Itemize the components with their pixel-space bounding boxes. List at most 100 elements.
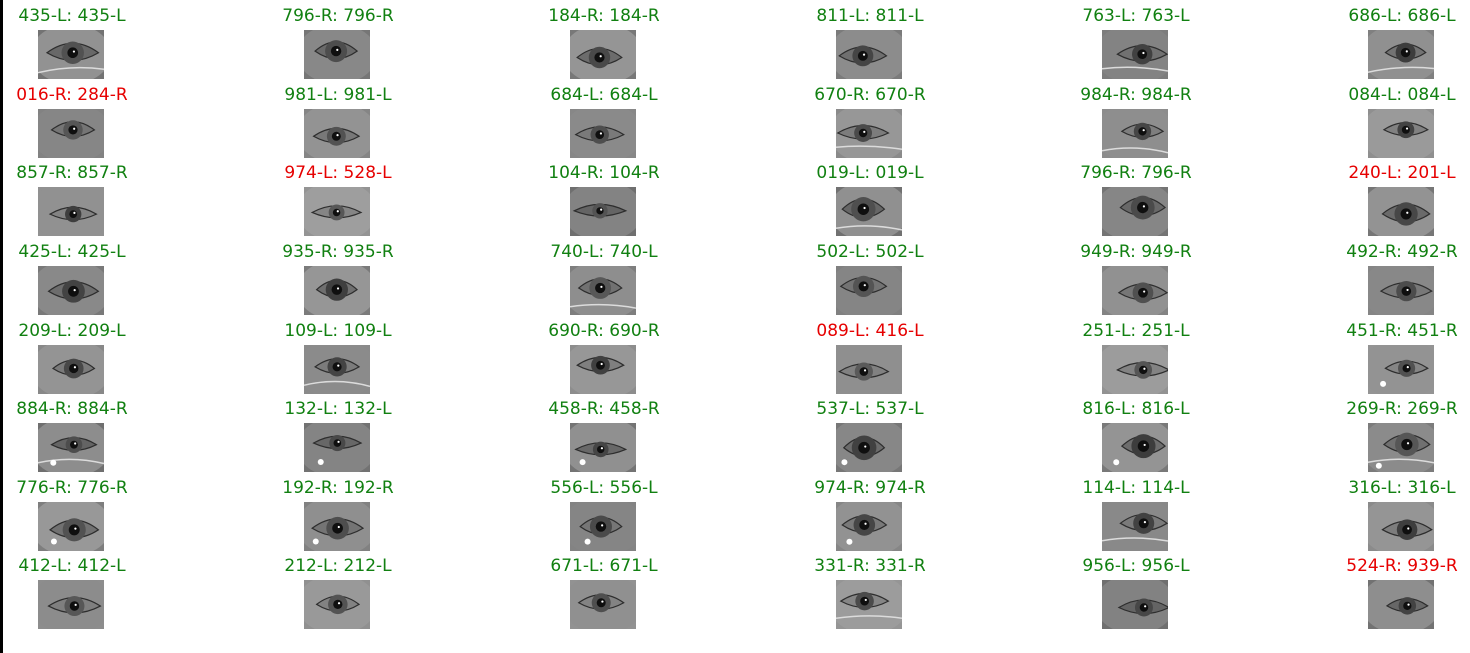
prediction-label: 556-L: 556-L (550, 478, 658, 498)
prediction-label: 811-L: 811-L (816, 6, 924, 26)
prediction-label: 671-L: 671-L (550, 556, 658, 576)
prediction-label: 935-R: 935-R (282, 242, 394, 262)
grid-cell: 690-R: 690-R (484, 315, 724, 394)
eye-image (1368, 187, 1434, 236)
eye-image (38, 345, 104, 394)
grid-cell: 240-L: 201-L (1282, 157, 1470, 236)
eye-image (1368, 109, 1434, 158)
prediction-label: 109-L: 109-L (284, 321, 392, 341)
eye-image (304, 580, 370, 629)
eye-image (836, 423, 902, 472)
prediction-label: 763-L: 763-L (1082, 6, 1190, 26)
grid-cell: 981-L: 981-L (218, 79, 458, 158)
grid-cell: 740-L: 740-L (484, 236, 724, 315)
eye-image (304, 187, 370, 236)
grid-cell: 974-R: 974-R (750, 472, 990, 551)
grid-cell: 949-R: 949-R (1016, 236, 1256, 315)
eye-image (304, 345, 370, 394)
prediction-label: 524-R: 939-R (1346, 556, 1458, 576)
grid-cell: 502-L: 502-L (750, 236, 990, 315)
eye-image (570, 266, 636, 315)
grid-cell: 884-R: 884-R (0, 393, 192, 472)
eye-image (38, 502, 104, 551)
prediction-label: 240-L: 201-L (1348, 163, 1456, 183)
grid-cell: 556-L: 556-L (484, 472, 724, 551)
eye-image (38, 580, 104, 629)
eye-image (304, 109, 370, 158)
eye-image (1368, 266, 1434, 315)
grid-cell: 974-L: 528-L (218, 157, 458, 236)
eye-image (1102, 266, 1168, 315)
prediction-label: 458-R: 458-R (548, 399, 660, 419)
prediction-label: 316-L: 316-L (1348, 478, 1456, 498)
grid-cell: 684-L: 684-L (484, 79, 724, 158)
grid-cell: 956-L: 956-L (1016, 550, 1256, 629)
prediction-label: 740-L: 740-L (550, 242, 658, 262)
eye-image (304, 30, 370, 79)
grid-cell: 451-R: 451-R (1282, 315, 1470, 394)
prediction-label: 492-R: 492-R (1346, 242, 1458, 262)
prediction-label: 984-R: 984-R (1080, 85, 1192, 105)
grid-cell: 412-L: 412-L (0, 550, 192, 629)
prediction-label: 251-L: 251-L (1082, 321, 1190, 341)
eye-image (1368, 580, 1434, 629)
grid-cell: 811-L: 811-L (750, 0, 990, 79)
eye-image (836, 502, 902, 551)
grid-cell: 796-R: 796-R (218, 0, 458, 79)
grid-cell: 524-R: 939-R (1282, 550, 1470, 629)
prediction-label: 016-R: 284-R (16, 85, 128, 105)
eye-image (38, 266, 104, 315)
eye-image (570, 423, 636, 472)
eye-image (836, 580, 902, 629)
prediction-label: 502-L: 502-L (816, 242, 924, 262)
grid-cell: 796-R: 796-R (1016, 157, 1256, 236)
grid-cell: 184-R: 184-R (484, 0, 724, 79)
eye-image (570, 580, 636, 629)
grid-cell: 492-R: 492-R (1282, 236, 1470, 315)
eye-image (1368, 423, 1434, 472)
eye-image (1102, 580, 1168, 629)
grid-cell: 192-R: 192-R (218, 472, 458, 551)
eye-image (38, 187, 104, 236)
prediction-label: 796-R: 796-R (1080, 163, 1192, 183)
eye-image (1102, 502, 1168, 551)
eye-image (38, 423, 104, 472)
prediction-label: 412-L: 412-L (18, 556, 126, 576)
prediction-label: 690-R: 690-R (548, 321, 660, 341)
grid-cell: 084-L: 084-L (1282, 79, 1470, 158)
eye-image (570, 187, 636, 236)
grid-cell: 114-L: 114-L (1016, 472, 1256, 551)
grid-cell: 104-R: 104-R (484, 157, 724, 236)
grid-cell: 132-L: 132-L (218, 393, 458, 472)
eye-image (304, 266, 370, 315)
prediction-label: 019-L: 019-L (816, 163, 924, 183)
eye-image (836, 187, 902, 236)
grid-cell: 763-L: 763-L (1016, 0, 1256, 79)
prediction-label: 981-L: 981-L (284, 85, 392, 105)
eye-image (836, 345, 902, 394)
prediction-label: 269-R: 269-R (1346, 399, 1458, 419)
eye-image (38, 30, 104, 79)
prediction-label: 184-R: 184-R (548, 6, 660, 26)
prediction-label: 956-L: 956-L (1082, 556, 1190, 576)
prediction-label: 114-L: 114-L (1082, 478, 1190, 498)
grid-cell: 776-R: 776-R (0, 472, 192, 551)
prediction-label: 670-R: 670-R (814, 85, 926, 105)
grid-cell: 016-R: 284-R (0, 79, 192, 158)
eye-image (1102, 345, 1168, 394)
prediction-label: 331-R: 331-R (814, 556, 926, 576)
prediction-label: 132-L: 132-L (284, 399, 392, 419)
eye-image (304, 502, 370, 551)
prediction-label: 796-R: 796-R (282, 6, 394, 26)
grid-cell: 984-R: 984-R (1016, 79, 1256, 158)
grid-cell: 425-L: 425-L (0, 236, 192, 315)
prediction-label: 425-L: 425-L (18, 242, 126, 262)
prediction-label: 089-L: 416-L (816, 321, 924, 341)
eye-image (304, 423, 370, 472)
prediction-label: 084-L: 084-L (1348, 85, 1456, 105)
eye-image (1102, 109, 1168, 158)
eye-image (38, 109, 104, 158)
eye-image (836, 30, 902, 79)
eye-image (836, 266, 902, 315)
